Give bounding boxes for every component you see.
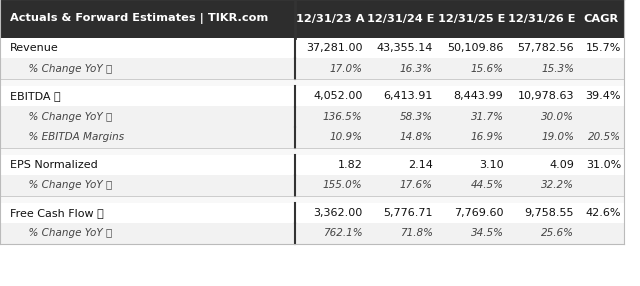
Text: 9,758.55: 9,758.55 [525, 208, 574, 218]
Text: % Change YoY ⓘ: % Change YoY ⓘ [22, 64, 112, 74]
Text: 3.10: 3.10 [479, 160, 504, 170]
Text: 58.3%: 58.3% [400, 112, 433, 122]
Text: 14.8%: 14.8% [400, 132, 433, 142]
Text: 42.6%: 42.6% [586, 208, 621, 218]
Text: Actuals & Forward Estimates | TIKR.com: Actuals & Forward Estimates | TIKR.com [10, 13, 268, 25]
Bar [0, 148, 624, 154]
Bar [0, 0, 624, 38]
Text: 30.0%: 30.0% [541, 112, 574, 122]
Bar [0, 86, 624, 106]
Text: 5,776.71: 5,776.71 [383, 208, 433, 218]
Text: 12/31/24 E: 12/31/24 E [367, 14, 435, 24]
Bar [0, 202, 624, 223]
Text: EBITDA ⓘ: EBITDA ⓘ [10, 91, 61, 101]
Text: 136.5%: 136.5% [323, 112, 362, 122]
Text: 43,355.14: 43,355.14 [376, 43, 433, 53]
Text: 12/31/23 A: 12/31/23 A [296, 14, 365, 24]
Text: 6,413.91: 6,413.91 [383, 91, 433, 101]
Bar [0, 175, 624, 196]
Text: 19.0%: 19.0% [541, 132, 574, 142]
Text: 3,362.00: 3,362.00 [313, 208, 362, 218]
Text: 16.9%: 16.9% [470, 132, 504, 142]
Text: % Change YoY ⓘ: % Change YoY ⓘ [22, 180, 112, 190]
Text: 37,281.00: 37,281.00 [306, 43, 362, 53]
Text: 15.3%: 15.3% [541, 64, 574, 74]
Text: % Change YoY ⓘ: % Change YoY ⓘ [22, 228, 112, 238]
Text: 39.4%: 39.4% [586, 91, 621, 101]
Text: 8,443.99: 8,443.99 [454, 91, 504, 101]
Text: CAGR: CAGR [583, 14, 618, 24]
Text: Free Cash Flow ⓘ: Free Cash Flow ⓘ [10, 208, 104, 218]
Bar [0, 223, 624, 243]
Text: 20.5%: 20.5% [588, 132, 621, 142]
Text: % Change YoY ⓘ: % Change YoY ⓘ [22, 112, 112, 122]
Text: 7,769.60: 7,769.60 [454, 208, 504, 218]
Text: 17.0%: 17.0% [330, 64, 362, 74]
Bar [0, 106, 624, 127]
Text: 2.14: 2.14 [408, 160, 433, 170]
Text: 12/31/26 E: 12/31/26 E [508, 14, 575, 24]
Text: 57,782.56: 57,782.56 [517, 43, 574, 53]
Bar [0, 127, 624, 148]
Text: 16.3%: 16.3% [400, 64, 433, 74]
Text: EPS Normalized: EPS Normalized [10, 160, 98, 170]
Text: 34.5%: 34.5% [470, 228, 504, 238]
Bar [0, 59, 624, 79]
Text: 50,109.86: 50,109.86 [447, 43, 504, 53]
Text: 31.7%: 31.7% [470, 112, 504, 122]
Text: % EBITDA Margins: % EBITDA Margins [22, 132, 124, 142]
Bar [0, 38, 624, 59]
Text: 155.0%: 155.0% [323, 180, 362, 190]
Text: 1.82: 1.82 [338, 160, 362, 170]
Text: 17.6%: 17.6% [400, 180, 433, 190]
Text: 32.2%: 32.2% [541, 180, 574, 190]
Text: 10.9%: 10.9% [330, 132, 362, 142]
Text: 4,052.00: 4,052.00 [313, 91, 362, 101]
Text: 44.5%: 44.5% [470, 180, 504, 190]
Text: 12/31/25 E: 12/31/25 E [438, 14, 505, 24]
Bar [0, 154, 624, 175]
Text: 15.7%: 15.7% [586, 43, 621, 53]
Text: Revenue: Revenue [10, 43, 59, 53]
Text: 10,978.63: 10,978.63 [518, 91, 574, 101]
Text: 31.0%: 31.0% [586, 160, 621, 170]
Bar [0, 79, 624, 86]
Text: 71.8%: 71.8% [400, 228, 433, 238]
Text: 762.1%: 762.1% [323, 228, 362, 238]
Text: 25.6%: 25.6% [541, 228, 574, 238]
Bar [0, 196, 624, 202]
Text: 4.09: 4.09 [549, 160, 574, 170]
Text: 15.6%: 15.6% [470, 64, 504, 74]
